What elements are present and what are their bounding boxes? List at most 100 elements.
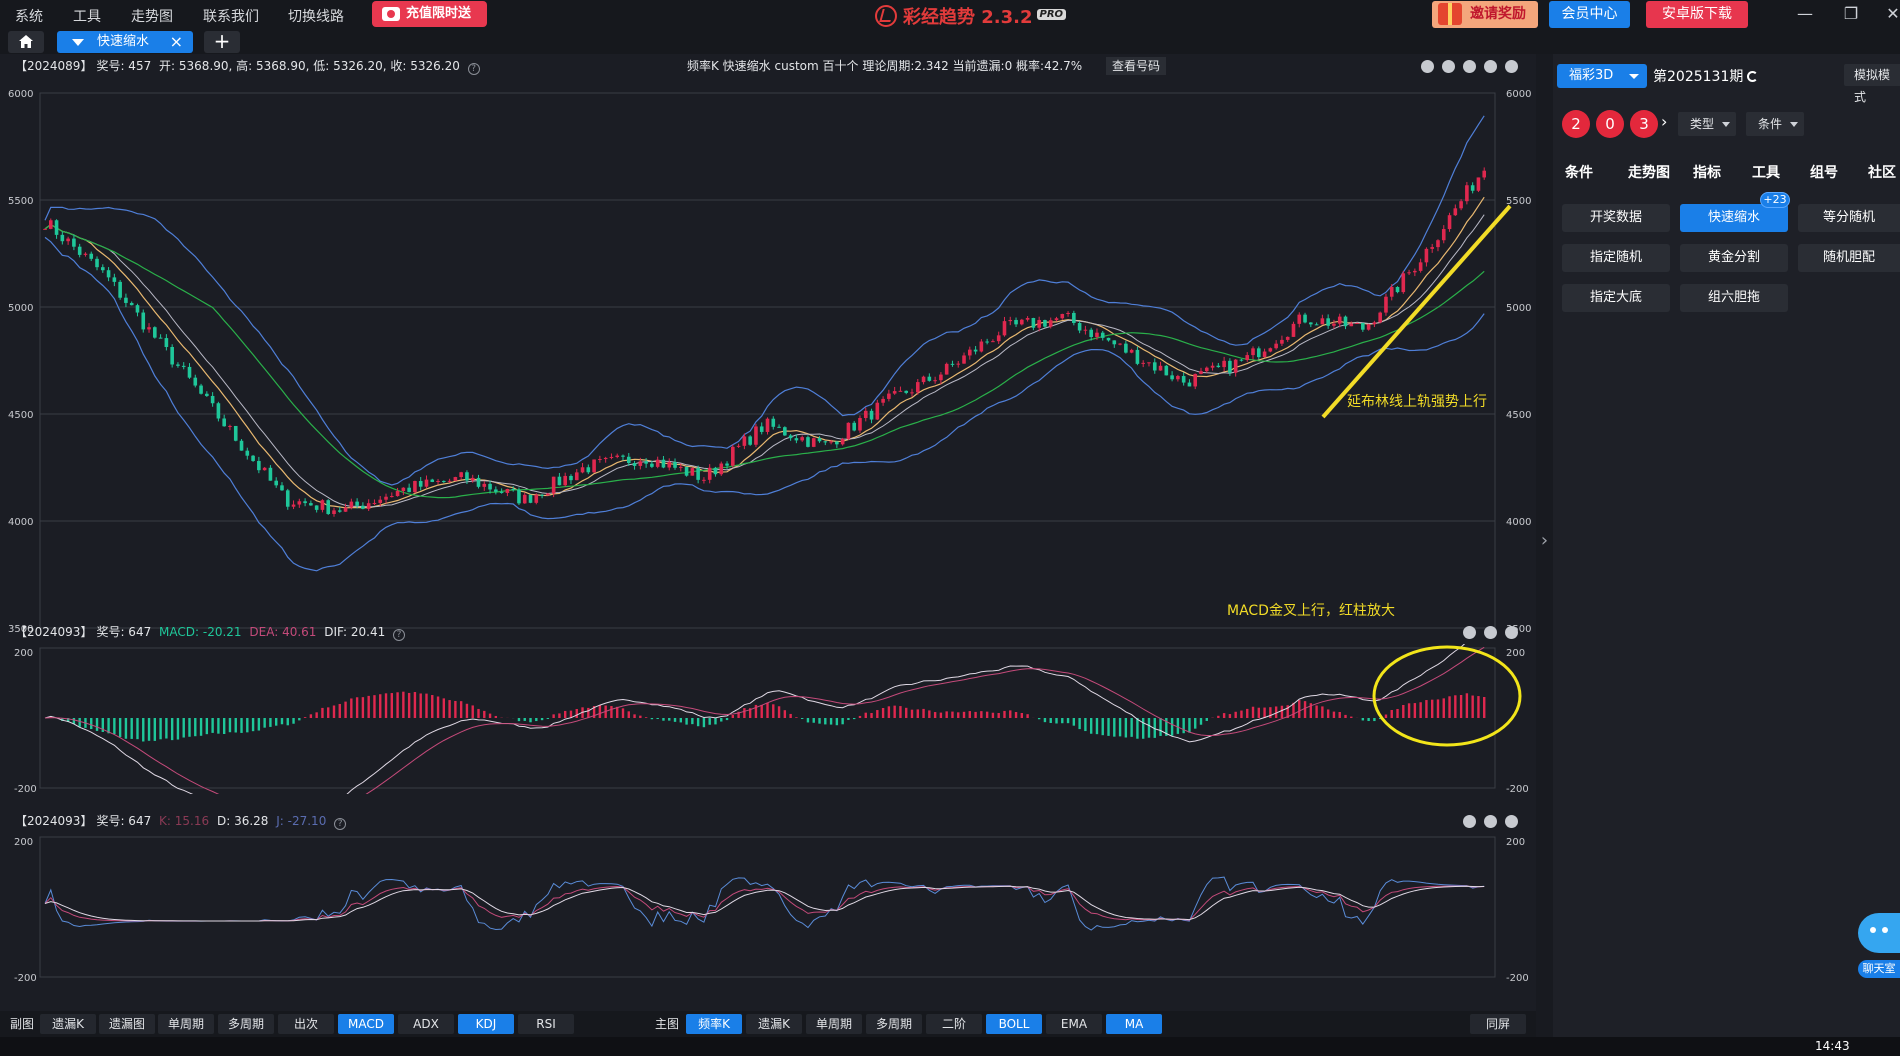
nav-tab-group-numbers[interactable]: 组号 — [1810, 165, 1838, 181]
chevron-right-icon[interactable]: › — [1661, 112, 1668, 131]
candle — [43, 228, 47, 230]
candle — [1124, 343, 1128, 353]
tool-fast-shrink[interactable]: 快速缩水 — [1680, 204, 1788, 232]
restore-icon[interactable]: ❐ — [1843, 4, 1859, 23]
y-tick-label: 6000 — [1506, 89, 1531, 100]
sub-btn-macd[interactable]: MACD — [338, 1014, 394, 1034]
pin-icon[interactable] — [1463, 626, 1476, 639]
sub-btn-rsi[interactable]: RSI — [518, 1014, 574, 1034]
menu-trend-chart[interactable]: 走势图 — [131, 9, 173, 25]
type-dropdown[interactable]: 类型 — [1678, 112, 1736, 136]
main-btn-ema[interactable]: EMA — [1046, 1014, 1102, 1034]
pin-icon[interactable] — [1463, 815, 1476, 828]
home-button[interactable] — [8, 31, 44, 53]
sub-btn-miss-chart[interactable]: 遗漏图 — [99, 1014, 155, 1034]
android-download-button[interactable]: 安卓版下载 — [1646, 1, 1748, 28]
nav-tab-community[interactable]: 社区 — [1868, 165, 1896, 181]
main-btn-boll[interactable]: BOLL — [986, 1014, 1042, 1034]
candle — [285, 490, 290, 507]
candle — [632, 463, 637, 466]
tab-close-icon[interactable]: × — [169, 32, 183, 51]
main-y-axis-right: 6000 5500 5000 4500 4000 3500 — [1506, 89, 1531, 635]
j-line — [44, 876, 1485, 931]
nav-tab-indicators[interactable]: 指标 — [1693, 165, 1721, 181]
kdj-chart[interactable]: 200 -200 200 -200 — [0, 833, 1536, 983]
recharge-button[interactable]: 充值限时送 — [372, 1, 487, 27]
macd-y-tick-bottom-right: -200 — [1506, 784, 1529, 794]
condition-dropdown[interactable]: 条件 — [1746, 112, 1804, 136]
tool-specified-random[interactable]: 指定随机 — [1562, 244, 1670, 272]
candle — [153, 327, 157, 338]
candle — [476, 477, 481, 487]
menu-switch-line[interactable]: 切换线路 — [288, 9, 344, 25]
main-btn-ma[interactable]: MA — [1106, 1014, 1162, 1034]
settings-icon[interactable] — [1484, 60, 1497, 73]
result-ball: 0 — [1596, 110, 1624, 138]
member-center-button[interactable]: 会员中心 — [1549, 1, 1630, 28]
settings-icon[interactable] — [1484, 815, 1497, 828]
main-btn-single-cycle[interactable]: 单周期 — [806, 1014, 862, 1034]
tool-equal-random[interactable]: 等分随机 — [1798, 204, 1900, 232]
macd-pane-header: 【2024093】 奖号: 647 MACD: -20.21 DEA: 40.61… — [0, 622, 1536, 642]
menu-contact[interactable]: 联系我们 — [203, 9, 259, 25]
tab-fast-shrink[interactable]: 快速缩水 × — [57, 31, 193, 53]
candle — [262, 467, 267, 471]
tab-dropdown-icon[interactable] — [72, 39, 84, 46]
sub-btn-multi-cycle[interactable]: 多周期 — [218, 1014, 274, 1034]
sub-btn-single-cycle[interactable]: 单周期 — [158, 1014, 214, 1034]
close-pane-icon[interactable] — [1505, 626, 1518, 639]
chat-icon[interactable] — [1858, 913, 1900, 953]
close-pane-icon[interactable] — [1505, 815, 1518, 828]
main-btn-freq-k[interactable]: 频率K — [686, 1014, 742, 1034]
up-icon[interactable] — [1463, 60, 1476, 73]
candle — [950, 363, 955, 365]
candle — [835, 441, 839, 445]
candle — [1424, 248, 1429, 263]
collapse-panel-icon[interactable]: › — [1540, 530, 1549, 551]
main-btn-miss-k[interactable]: 遗漏K — [746, 1014, 802, 1034]
tool-random-banker[interactable]: 随机胆配 — [1798, 244, 1900, 272]
sub-btn-out-count[interactable]: 出次 — [278, 1014, 334, 1034]
close-window-icon[interactable]: ✕ — [1886, 4, 1900, 23]
nav-tab-conditions[interactable]: 条件 — [1565, 165, 1593, 181]
y-tick-label: 5000 — [8, 303, 33, 314]
main-btn-multi-cycle[interactable]: 多周期 — [866, 1014, 922, 1034]
help-icon[interactable]: ? — [334, 818, 347, 830]
tool-golden-section[interactable]: 黄金分割 — [1680, 244, 1788, 272]
candle — [1054, 318, 1059, 321]
candle — [453, 477, 458, 481]
help-icon[interactable]: ? — [467, 63, 480, 75]
help-icon[interactable]: ? — [393, 629, 406, 641]
close-pane-icon[interactable] — [1505, 60, 1518, 73]
lottery-select[interactable]: 福彩3D — [1557, 64, 1647, 88]
chat-room-button[interactable]: 聊天室 — [1858, 960, 1900, 978]
minimize-icon[interactable]: — — [1797, 4, 1813, 23]
tool-group-six-drag[interactable]: 组六胆拖 — [1680, 284, 1788, 312]
tool-draw-data[interactable]: 开奖数据 — [1562, 204, 1670, 232]
sub-btn-miss-k[interactable]: 遗漏K — [40, 1014, 96, 1034]
add-tab-button[interactable]: + — [204, 31, 240, 53]
menu-system[interactable]: 系统 — [15, 9, 43, 25]
settings-icon[interactable] — [1484, 626, 1497, 639]
refresh-icon[interactable] — [1747, 71, 1759, 82]
nav-tab-tools[interactable]: 工具 — [1752, 165, 1780, 181]
issue-period-text: 第2025131期 — [1653, 69, 1744, 85]
boll-annotation: 延布林线上轨强势上行 — [1347, 394, 1487, 410]
back-icon[interactable] — [1442, 60, 1455, 73]
check-number-button[interactable]: 查看号码 — [1106, 57, 1167, 75]
sync-screen-button[interactable]: 同屏 — [1470, 1014, 1526, 1034]
nav-tab-trend[interactable]: 走势图 — [1628, 165, 1670, 181]
sub-btn-kdj[interactable]: KDJ — [458, 1014, 514, 1034]
candle — [1152, 362, 1157, 371]
main-btn-second-order[interactable]: 二阶 — [926, 1014, 982, 1034]
edit-icon[interactable] — [1421, 60, 1434, 73]
macd-chart[interactable]: 200 -200 200 -200 — [0, 644, 1536, 794]
menu-tools[interactable]: 工具 — [73, 9, 101, 25]
main-chart-label: 主图 — [655, 1017, 680, 1031]
simulate-mode-button[interactable]: 模拟模式 — [1844, 64, 1900, 104]
tool-specified-base[interactable]: 指定大底 — [1562, 284, 1670, 312]
sub-btn-adx[interactable]: ADX — [398, 1014, 454, 1034]
invite-button[interactable]: 邀请奖励 — [1432, 1, 1538, 28]
chart-area: 【2024089】 奖号: 457 开: 5368.90, 高: 5368.90,… — [0, 54, 1536, 1011]
candlestick-chart[interactable]: 6000 5500 5000 4500 4000 3500 6000 5500 … — [0, 78, 1536, 658]
